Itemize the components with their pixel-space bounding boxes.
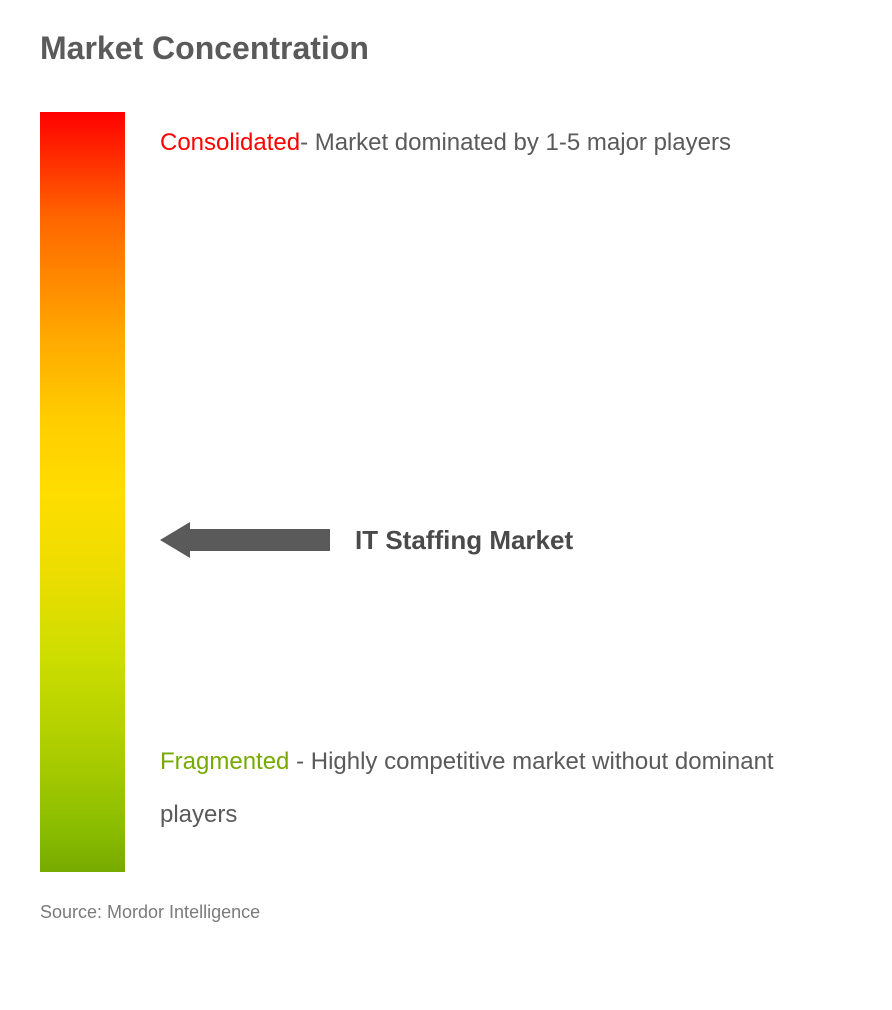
consolidated-highlight: Consolidated xyxy=(160,129,300,156)
arrow-body-icon xyxy=(190,529,330,551)
arrow-head-icon xyxy=(160,522,190,558)
consolidated-label: Consolidated- Market dominated by 1-5 ma… xyxy=(160,117,852,170)
fragmented-highlight: Fragmented xyxy=(160,748,289,775)
labels-column: Consolidated- Market dominated by 1-5 ma… xyxy=(160,112,852,872)
fragmented-label: Fragmented - Highly competitive market w… xyxy=(160,736,852,842)
arrow-icon xyxy=(160,522,330,558)
page-title: Market Concentration xyxy=(40,30,852,67)
content-row: Consolidated- Market dominated by 1-5 ma… xyxy=(40,112,852,872)
consolidated-rest: - Market dominated by 1-5 major players xyxy=(300,129,731,156)
marker-label: IT Staffing Market xyxy=(355,525,573,556)
marker-row: IT Staffing Market xyxy=(160,522,573,558)
source-text: Source: Mordor Intelligence xyxy=(40,902,852,923)
gradient-bar xyxy=(40,112,125,872)
